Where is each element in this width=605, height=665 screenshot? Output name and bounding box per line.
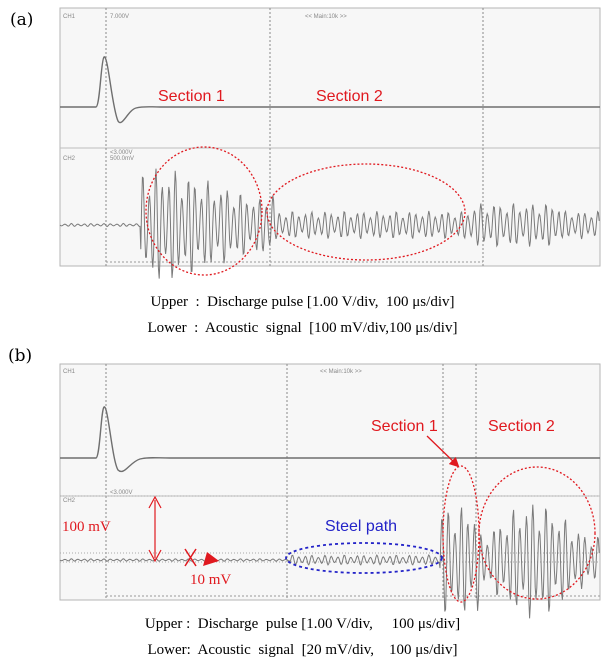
- scope-b-ch2-scale: <3.000V: [110, 490, 133, 496]
- section-1-arrow: [426, 435, 460, 468]
- panel-a-label: (a): [10, 10, 34, 30]
- scope-b-ch2-label: CH2: [63, 498, 76, 504]
- scope-a-upper-trace: [60, 56, 600, 124]
- section-2-label-b: Section 2: [488, 418, 555, 435]
- scope-a-ch2-label: CH2: [63, 156, 76, 162]
- amp-10mv-x-marker: [184, 548, 197, 567]
- steel-path-ellipse: [285, 542, 443, 574]
- amp-10mv-label: 10 mV: [190, 572, 231, 588]
- section-2-ellipse-b: [478, 466, 596, 600]
- section-2-label-a: Section 2: [316, 88, 383, 105]
- scope-a-ch1-label: CH1: [63, 14, 76, 20]
- scope-b-ch1-label: CH1: [63, 369, 76, 375]
- amp-100mv-arrowhead-bottom: [148, 549, 162, 563]
- scope-b-timebase: << Main:10k >>: [320, 369, 362, 375]
- caption-b-lower: Lower: Acoustic signal [20 mV/div, 100 μ…: [147, 642, 458, 658]
- caption-b-upper: Upper : Discharge pulse [1.00 V/div, 100…: [144, 616, 461, 632]
- section-1-label-a: Section 1: [158, 88, 225, 105]
- section-1-label-b: Section 1: [371, 418, 438, 435]
- scope-a-lower-trace: [59, 168, 600, 279]
- scope-a-ch1-scale: 7.000V: [110, 14, 129, 20]
- panel-b-label: (b): [8, 346, 33, 366]
- section-1-ellipse-a: [145, 146, 263, 276]
- amp-100mv-arrowhead-top: [148, 495, 162, 509]
- steel-path-label: Steel path: [325, 518, 397, 535]
- scope-panel-a: CH1 7.000V << Main:10k >> CH2 <3.000V 50…: [59, 7, 601, 279]
- amp-100mv-label: 100 mV: [62, 519, 111, 535]
- caption-a-lower: Lower : Acoustic signal [100 mV/div,100 …: [147, 320, 458, 336]
- amp-10mv-arrowhead: [203, 552, 219, 566]
- scope-b-frame: [59, 363, 601, 601]
- caption-a-upper: Upper : Discharge pulse [1.00 V/div, 100…: [150, 294, 455, 310]
- scope-panel-b: CH1 << Main:10k >> CH2 <3.000V 100 mV 10…: [59, 363, 601, 619]
- scope-a-ch2-scale2: 500.0mV: [110, 156, 134, 162]
- scope-a-ch2-scale: <3.000V: [110, 150, 133, 156]
- scope-b-lower-trace: [59, 504, 600, 619]
- section-2-ellipse-a: [266, 163, 466, 261]
- scope-a-timebase: << Main:10k >>: [305, 14, 347, 20]
- scope-b-upper-trace: [60, 406, 600, 473]
